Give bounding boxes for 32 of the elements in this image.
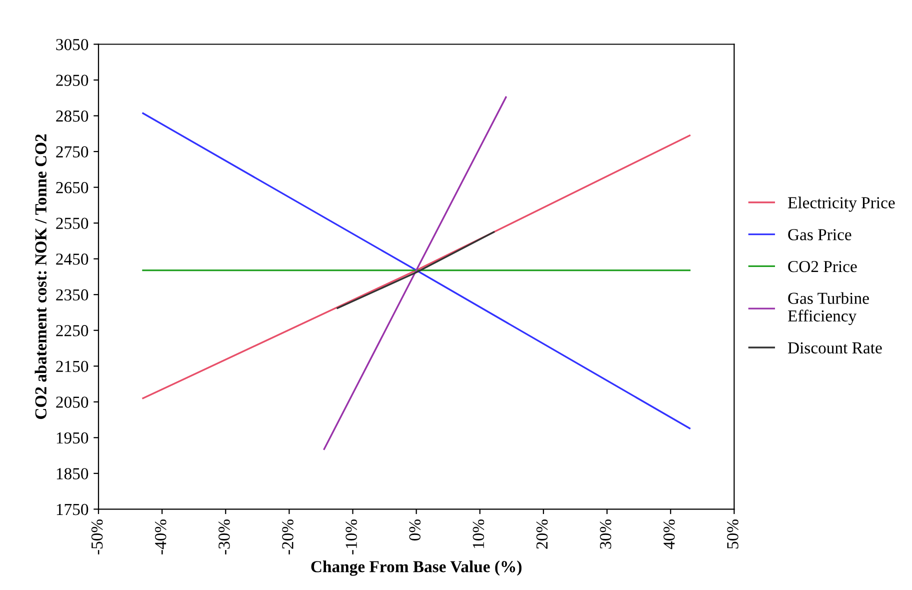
y-tick-label: 1850: [56, 468, 88, 480]
x-tick-label: -20%: [282, 519, 294, 554]
y-tick-label: 2350: [56, 289, 88, 301]
y-tick-label: 2550: [56, 218, 88, 230]
x-tick-label: 40%: [664, 519, 675, 550]
y-tick-label: 2750: [56, 146, 88, 158]
y-tick-label: 2250: [56, 325, 88, 336]
x-tick-label: -30%: [218, 519, 230, 554]
y-tick-label: 2050: [56, 396, 88, 408]
y-tick-label: 1950: [56, 432, 88, 444]
y-tick-label: 1750: [56, 504, 88, 516]
y-tick-label: 2150: [56, 360, 88, 372]
y-tick-label: 2850: [56, 110, 88, 122]
y-axis-title: CO2 abatement cost: NOK / Tonne CO2: [34, 134, 47, 419]
y-tick-label: 2950: [56, 74, 88, 86]
x-tick-label: -50%: [91, 519, 103, 554]
x-tick-label: 10%: [472, 519, 484, 548]
x-axis-title: Change From Base Value (%): [311, 560, 522, 576]
x-tick-label: -40%: [154, 519, 166, 554]
x-tick-label: 20%: [536, 519, 548, 549]
x-tick-label: -10%: [346, 519, 357, 554]
x-tick-label: 50%: [727, 519, 738, 548]
y-tick-label: 2650: [56, 182, 88, 194]
x-tick-label: 30%: [600, 519, 612, 549]
x-tick-label: 0%: [409, 519, 421, 540]
legend-label: Gas Turbine Efficiency: [788, 292, 869, 326]
y-tick-label: 2450: [56, 254, 88, 265]
legend-label: Discount Rate: [788, 342, 882, 354]
legend-label: Gas Price: [788, 229, 852, 240]
y-tick-label: 3050: [56, 38, 88, 50]
legend-label: CO2 Price: [788, 260, 857, 272]
legend-label: Electricity Price: [788, 196, 895, 212]
